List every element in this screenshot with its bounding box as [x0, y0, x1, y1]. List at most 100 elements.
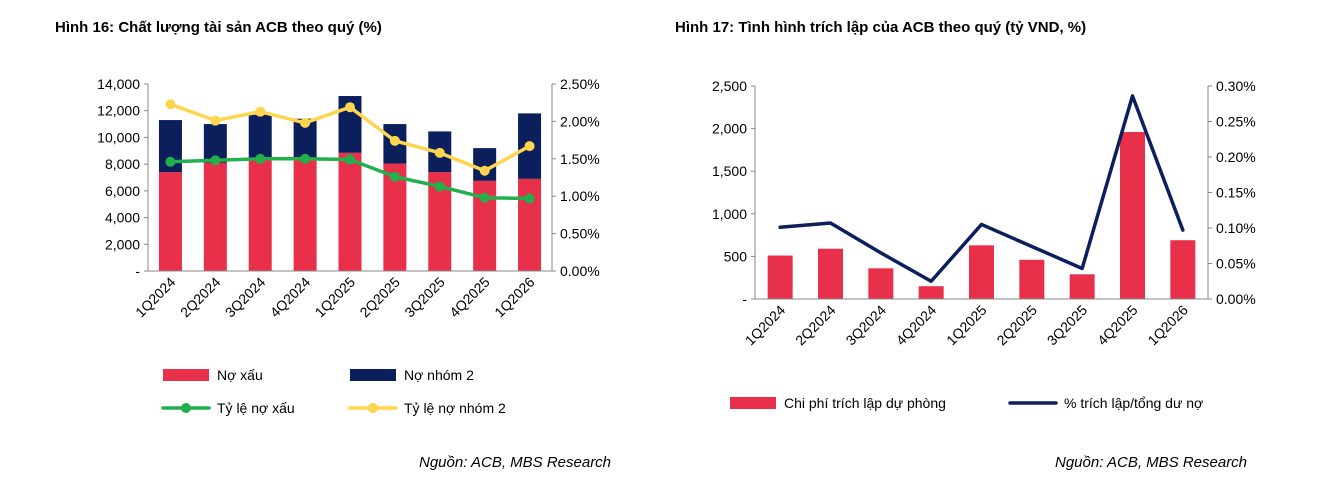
x-tick-label-4: 1Q2025	[312, 274, 359, 321]
legend-label-0: Nợ xấu	[217, 367, 263, 383]
x-tick-label-5: 2Q2025	[356, 274, 403, 321]
bar-n-nh-m-2-2	[248, 114, 272, 161]
left-tick-label-5: 2,500	[712, 78, 747, 94]
point-series-3-4	[345, 102, 355, 113]
x-tick-label-0: 1Q2024	[132, 274, 179, 321]
bar-n-nh-m-2-3	[293, 118, 317, 161]
bar-n-x-u-3	[293, 160, 317, 271]
right-tick-label-0: 0.00%	[1216, 291, 1256, 307]
left-tick-label-7: 14,000	[97, 76, 140, 92]
legend-marker-2	[181, 403, 191, 413]
x-tick-label-8: 1Q2026	[1144, 302, 1191, 349]
point-series-2-2	[255, 153, 266, 164]
bar-n-x-u-0	[158, 172, 182, 271]
left-tick-label-2: 1,000	[712, 206, 747, 222]
point-series-2-8	[524, 193, 535, 204]
legend-marker-3	[368, 403, 378, 413]
line-series-1	[778, 94, 1185, 283]
right-tick-label-1: 0.50%	[560, 226, 600, 242]
x-tick-label-7: 4Q2025	[446, 274, 493, 321]
right-tick-label-4: 2.00%	[560, 113, 600, 129]
chart-source: Nguồn: ACB, MBS Research	[1055, 454, 1248, 471]
left-tick-label-6: 12,000	[97, 103, 140, 119]
legend-label-1: % trích lập/tổng dư nợ	[1064, 395, 1203, 411]
point-series-2-1	[210, 155, 221, 166]
point-series-3-8	[524, 141, 535, 152]
left-tick-label-0: -	[135, 263, 140, 279]
chart-source: Nguồn: ACB, MBS Research	[419, 454, 612, 471]
x-tick-label-3: 4Q2024	[267, 274, 314, 321]
left-tick-label-3: 1,500	[712, 163, 747, 179]
legend-label-0: Chi phí trích lập dự phòng	[784, 395, 946, 411]
right-tick-label-5: 0.25%	[1216, 114, 1256, 130]
right-tick-label-2: 1.00%	[560, 188, 600, 204]
point-series-3-5	[389, 135, 400, 146]
x-tick-label-5: 2Q2025	[993, 302, 1040, 349]
bar-n-x-u-1	[203, 162, 227, 271]
point-series-3-2	[255, 106, 266, 117]
left-tick-label-1: 2,000	[105, 236, 140, 252]
bar-chi-ph-tr-ch-l-p-d-ph-ng-2	[868, 268, 894, 299]
figure-17: Hình 17: Tình hình trích lập của ACB the…	[660, 0, 1317, 480]
bar-n-nh-m-2-1	[203, 124, 227, 163]
point-series-3-0	[165, 99, 176, 110]
right-tick-label-3: 0.15%	[1216, 185, 1256, 201]
bar-chi-ph-tr-ch-l-p-d-ph-ng-1	[818, 248, 843, 299]
bar-chi-ph-tr-ch-l-p-d-ph-ng-8	[1170, 240, 1196, 299]
chart-title: Hình 16: Chất lượng tài sản ACB theo quý…	[55, 19, 382, 36]
x-tick-label-0: 1Q2024	[742, 302, 789, 349]
legend-label-3: Tỷ lệ nợ nhóm 2	[404, 400, 506, 416]
bar-chi-ph-tr-ch-l-p-d-ph-ng-6	[1069, 274, 1095, 299]
legend-swatch-0	[730, 397, 776, 409]
chart-16-svg: - 2,000 4,000 6,000 8,000 10,000 12,000 14,000 0…	[97, 76, 600, 416]
x-tick-label-2: 3Q2024	[222, 274, 269, 321]
point-series-2-6	[434, 181, 445, 192]
bar-n-x-u-6	[428, 172, 452, 271]
x-tick-label-4: 1Q2025	[943, 302, 990, 349]
bar-n-x-u-5	[383, 163, 407, 271]
legend-swatch-1	[350, 369, 396, 381]
bar-chi-ph-tr-ch-l-p-d-ph-ng-3	[918, 286, 944, 299]
point-series-2-4	[345, 154, 355, 165]
x-tick-label-6: 3Q2025	[1044, 302, 1091, 349]
left-tick-label-4: 2,000	[712, 121, 747, 137]
legend-label-2: Tỷ lệ nợ xấu	[217, 400, 295, 416]
right-tick-label-2: 0.10%	[1216, 220, 1256, 236]
x-tick-label-8: 1Q2026	[491, 274, 538, 321]
point-series-2-5	[389, 171, 400, 182]
left-tick-label-1: 500	[724, 248, 748, 264]
legend-swatch-0	[163, 369, 209, 381]
x-tick-label-3: 4Q2024	[893, 302, 940, 349]
left-tick-label-5: 10,000	[97, 129, 140, 145]
right-tick-label-5: 2.50%	[560, 76, 600, 92]
bar-n-x-u-4	[338, 152, 362, 271]
legend-label-1: Nợ nhóm 2	[404, 367, 474, 383]
point-series-3-1	[210, 115, 221, 126]
point-series-3-6	[434, 147, 445, 158]
point-series-2-0	[165, 156, 176, 167]
bar-chi-ph-tr-ch-l-p-d-ph-ng-0	[767, 255, 793, 299]
bar-chi-ph-tr-ch-l-p-d-ph-ng-7	[1120, 132, 1145, 299]
chart-17-svg: - 500 1,000 1,500 2,000 2,500 0.00% 0.05% 0.10% 0…	[712, 78, 1256, 411]
bar-n-nh-m-2-7	[473, 148, 497, 181]
right-tick-label-0: 0.00%	[560, 263, 600, 279]
left-tick-label-0: -	[742, 291, 747, 307]
x-tick-label-7: 4Q2025	[1094, 302, 1141, 349]
bar-n-x-u-8	[518, 178, 542, 271]
bar-n-x-u-2	[248, 160, 272, 271]
left-tick-label-3: 6,000	[105, 183, 140, 199]
right-tick-label-1: 0.05%	[1216, 256, 1256, 272]
bar-n-nh-m-2-0	[158, 120, 182, 173]
bar-chi-ph-tr-ch-l-p-d-ph-ng-5	[1019, 259, 1045, 299]
right-tick-label-3: 1.50%	[560, 151, 600, 167]
left-tick-label-4: 8,000	[105, 156, 140, 172]
x-tick-label-1: 2Q2024	[177, 274, 224, 321]
point-series-2-7	[479, 192, 490, 203]
chart-title: Hình 17: Tình hình trích lập của ACB the…	[675, 19, 1087, 36]
bar-n-x-u-7	[473, 180, 497, 271]
point-series-3-7	[479, 165, 490, 176]
right-tick-label-4: 0.20%	[1216, 149, 1256, 165]
bar-chi-ph-tr-ch-l-p-d-ph-ng-4	[969, 245, 994, 299]
x-tick-label-6: 3Q2025	[401, 274, 448, 321]
right-tick-label-6: 0.30%	[1216, 78, 1256, 94]
